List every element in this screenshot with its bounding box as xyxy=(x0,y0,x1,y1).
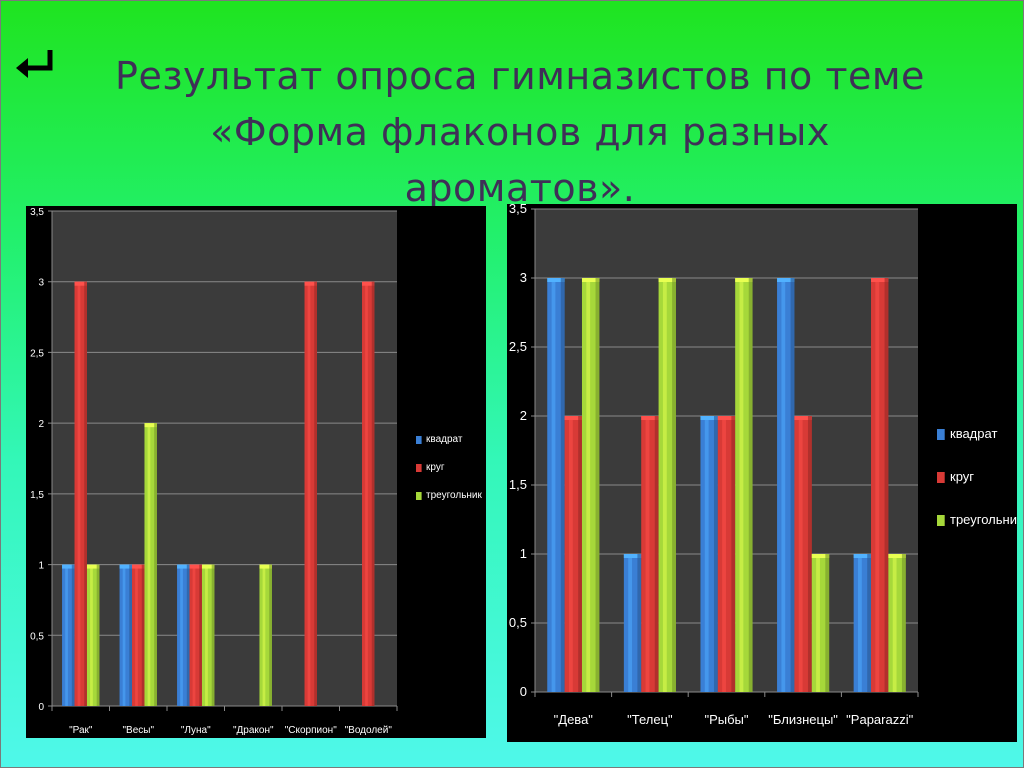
chart-right-bar-треугольник xyxy=(811,554,830,692)
chart-left-bar-круг xyxy=(74,281,87,706)
chart-left-x-tick-label: "Скорпион" xyxy=(285,725,337,736)
chart-right-x-tick-label: "Рыбы" xyxy=(704,712,748,727)
chart-left-x-tick-label: "Рак" xyxy=(69,725,93,736)
chart-left-legend-swatch xyxy=(416,492,422,500)
chart-left-legend-swatch xyxy=(416,464,422,472)
chart-left-x-tick-label: "Дракон" xyxy=(233,725,274,736)
chart-left-legend-label: квадрат xyxy=(426,434,463,445)
chart-right: 0 0,5 1 1,5 2 2,5 3 3,5 "Дева" "Телец" "Рыбы" "Близ… xyxy=(507,201,1023,742)
chart-left-legend-label: круг xyxy=(426,462,445,473)
chart-left-bar-круг xyxy=(304,281,317,706)
chart-left-legend-label: треугольник xyxy=(426,490,483,501)
chart-left-x-tick-label: "Водолей" xyxy=(345,725,393,736)
chart-left-bar-треугольник xyxy=(86,564,100,706)
chart-left-y-tick-label: 2,5 xyxy=(30,348,44,359)
title-line-1: Результат опроса гимназистов по теме xyxy=(115,54,925,98)
chart-left-plot-area xyxy=(52,211,397,706)
chart-right-x-tick-label: "Paparazzi" xyxy=(846,712,913,727)
chart-right-y-tick-label: 1 xyxy=(520,546,527,561)
chart-right-svg: 0 0,5 1 1,5 2 2,5 3 3,5 "Дева" "Телец" "Рыбы" "Близ… xyxy=(509,201,1023,727)
chart-right-bar-треугольник xyxy=(735,278,753,692)
chart-right-bar-квадрат xyxy=(853,554,872,692)
chart-right-y-tick-label: 2 xyxy=(520,408,527,423)
chart-left-svg: 0 0,5 1 1,5 2 2,5 3 3,5 "Рак" "Весы" "Луна" "Дракон… xyxy=(30,207,483,736)
chart-right-bar-треугольник xyxy=(658,278,676,692)
chart-right-bar-треугольник xyxy=(888,554,906,692)
chart-right-bar-квадрат xyxy=(777,278,795,692)
chart-left-bar-квадрат xyxy=(62,564,75,706)
chart-right-bar-круг xyxy=(717,416,736,692)
chart-right-y-tick-label: 1,5 xyxy=(509,477,527,492)
chart-left-y-tick-label: 1 xyxy=(38,561,44,572)
chart-right-y-tick-label: 2,5 xyxy=(509,339,527,354)
chart-right-x-tick-label: "Дева" xyxy=(554,712,594,727)
chart-left-bar-круг xyxy=(132,564,145,706)
chart-right-legend-swatch xyxy=(937,515,945,526)
chart-right-legend-label: квадрат xyxy=(950,426,997,441)
chart-right-y-tick-label: 3,5 xyxy=(509,204,527,216)
chart-left-bar-треугольник xyxy=(201,564,215,706)
chart-left-legend-swatch xyxy=(416,436,422,444)
chart-right-legend-swatch xyxy=(937,429,945,440)
chart-right-bar-круг xyxy=(564,416,582,692)
chart-left-bar-треугольник xyxy=(259,564,272,706)
chart-right-x-tick-label: "Телец" xyxy=(627,712,673,727)
chart-right-bar-треугольник xyxy=(581,278,600,692)
chart-right-legend-label: треугольник xyxy=(950,512,1017,527)
chart-right-x-tick-label: "Близнецы" xyxy=(768,712,838,727)
chart-right-bar-квадрат xyxy=(700,416,718,692)
chart-left-bar-круг xyxy=(189,564,202,706)
chart-right-bar-круг xyxy=(794,416,812,692)
chart-left-y-tick-label: 0,5 xyxy=(30,631,44,642)
title-line-3: ароматов». xyxy=(404,166,636,210)
slide-title: Результат опроса гимназистов по теме «Фо… xyxy=(90,48,950,216)
chart-left-y-tick-label: 1,5 xyxy=(30,490,44,501)
chart-left-bar-круг xyxy=(362,281,375,706)
chart-left-y-tick-label: 2 xyxy=(38,419,44,430)
chart-right-y-tick-label: 0,5 xyxy=(509,615,527,630)
chart-left-y-tick-label: 3 xyxy=(38,278,44,289)
chart-right-bar-круг xyxy=(871,278,889,692)
chart-left-bar-квадрат xyxy=(119,564,133,706)
chart-left-x-tick-label: "Луна" xyxy=(181,725,211,736)
chart-left-x-tick-label: "Весы" xyxy=(122,725,154,736)
chart-right-bar-квадрат xyxy=(623,554,642,692)
chart-right-y-tick-label: 0 xyxy=(520,684,527,699)
chart-right-bar-круг xyxy=(641,416,659,692)
chart-right-y-tick-label: 3 xyxy=(520,270,527,285)
chart-left-bar-треугольник xyxy=(144,423,157,706)
return-arrow-icon[interactable] xyxy=(12,46,58,86)
chart-right-legend-label: круг xyxy=(950,469,974,484)
chart-right-legend-swatch xyxy=(937,472,945,483)
chart-left-y-tick-label: 3,5 xyxy=(30,207,44,218)
chart-left-bar-квадрат xyxy=(177,564,190,706)
chart-right-bar-квадрат xyxy=(547,278,565,692)
chart-left-y-tick-label: 0 xyxy=(38,702,44,713)
chart-left: 0 0,5 1 1,5 2 2,5 3 3,5 "Рак" "Весы" "Луна" "Дракон… xyxy=(26,206,486,738)
title-line-2: «Форма флаконов для разных xyxy=(210,110,830,154)
